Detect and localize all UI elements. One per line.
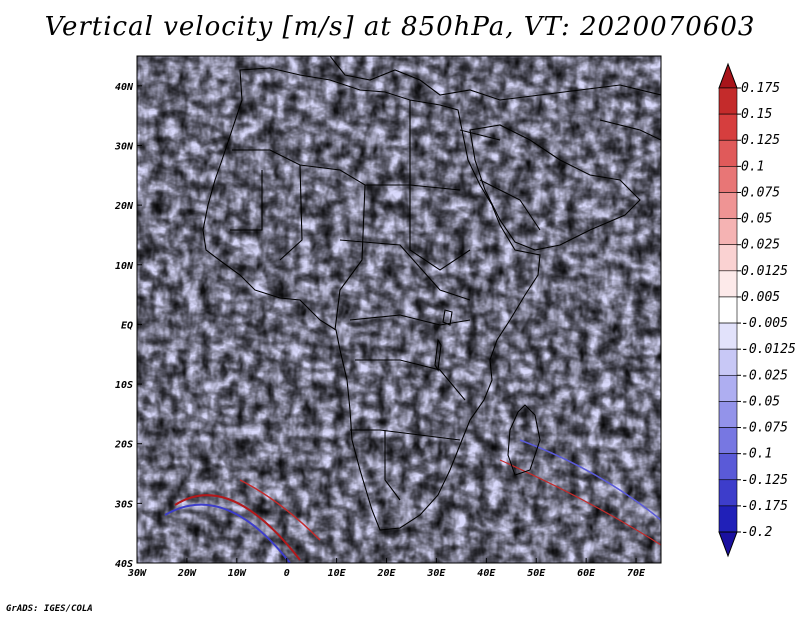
colorbar-swatch bbox=[718, 87, 738, 115]
colorbar-swatch bbox=[718, 113, 738, 141]
lat-tick-label: 20N bbox=[114, 201, 134, 212]
colorbar-label: 0.175 bbox=[741, 81, 780, 96]
colorbar-swatch bbox=[718, 479, 738, 507]
colorbar-label: -0.075 bbox=[741, 421, 788, 436]
colorbar-bottom-arrow bbox=[718, 531, 738, 558]
lon-tick-label: 20E bbox=[376, 568, 396, 579]
colorbar-label: -0.05 bbox=[741, 394, 780, 409]
colorbar: 0.175 0.15 0.125 0.1 0.075 0.05 0.025 0.0125 0.0… bbox=[718, 62, 796, 558]
colorbar-label: -0.175 bbox=[741, 499, 788, 514]
lat-tick-label: 30N bbox=[114, 141, 134, 152]
lon-tick-label: 60E bbox=[577, 568, 596, 579]
latitude-axis: 40N 30N 20N 10N EQ 10S 20S 30S 40S bbox=[114, 82, 142, 570]
colorbar-label: -0.1 bbox=[741, 447, 772, 462]
footer-credit: GrADS: IGES/COLA bbox=[6, 604, 93, 614]
colorbar-label: -0.125 bbox=[741, 473, 788, 488]
lat-tick-label: EQ bbox=[121, 320, 133, 331]
colorbar-label: 0.15 bbox=[741, 107, 772, 122]
colorbar-label: -0.005 bbox=[741, 316, 788, 331]
colorbar-swatch bbox=[718, 453, 738, 481]
colorbar-label: 0.05 bbox=[741, 212, 772, 227]
lon-tick-label: 30W bbox=[127, 568, 147, 579]
colorbar-label: 0.0125 bbox=[741, 264, 788, 279]
colorbar-swatch bbox=[718, 296, 738, 324]
lon-tick-label: 70E bbox=[627, 568, 646, 579]
colorbar-swatch bbox=[718, 192, 738, 219]
colorbar-swatch bbox=[718, 166, 738, 193]
colorbar-swatch bbox=[718, 505, 738, 533]
colorbar-label: 0.1 bbox=[741, 159, 764, 174]
colorbar-label: -0.0125 bbox=[741, 342, 796, 357]
colorbar-label: 0.005 bbox=[741, 290, 780, 305]
lon-tick-label: 20W bbox=[177, 568, 197, 579]
velocity-field bbox=[137, 56, 661, 563]
colorbar-label: 0.025 bbox=[741, 238, 780, 253]
colorbar-label: 0.125 bbox=[741, 133, 780, 148]
lat-tick-label: 10S bbox=[115, 380, 133, 391]
colorbar-label: -0.2 bbox=[741, 525, 772, 540]
colorbar-swatch bbox=[718, 218, 738, 246]
lat-tick-label: 30S bbox=[114, 499, 133, 510]
colorbar-swatch bbox=[718, 427, 738, 454]
lon-tick-label: 10E bbox=[328, 568, 347, 579]
colorbar-swatch bbox=[718, 401, 738, 428]
lat-tick-label: 20S bbox=[114, 440, 133, 451]
lon-tick-label: 0 bbox=[284, 568, 290, 579]
lat-tick-label: 10N bbox=[115, 261, 134, 272]
lon-tick-label: 50E bbox=[527, 568, 546, 579]
longitude-axis: 30W 20W 10W 0 10E 20E 30E 40E 50E 60E 70E bbox=[127, 558, 646, 579]
colorbar-label: 0.075 bbox=[741, 185, 780, 200]
lon-tick-label: 40E bbox=[477, 568, 496, 579]
lon-tick-label: 30E bbox=[426, 568, 446, 579]
lat-tick-label: 40S bbox=[115, 559, 133, 570]
lat-tick-label: 40N bbox=[115, 82, 134, 93]
colorbar-swatch bbox=[718, 270, 738, 298]
colorbar-swatch bbox=[718, 322, 738, 350]
colorbar-top-arrow bbox=[718, 62, 738, 89]
plot-frame bbox=[136, 55, 662, 564]
colorbar-swatch bbox=[718, 348, 738, 376]
colorbar-swatch bbox=[718, 244, 738, 272]
colorbar-label: -0.025 bbox=[741, 368, 788, 383]
chart-title: Vertical velocity [m/s] at 850hPa, VT: 2… bbox=[44, 12, 756, 42]
lon-tick-label: 10W bbox=[228, 568, 247, 579]
colorbar-swatch bbox=[718, 139, 738, 167]
colorbar-swatch bbox=[718, 374, 738, 402]
coastlines bbox=[202, 56, 661, 531]
